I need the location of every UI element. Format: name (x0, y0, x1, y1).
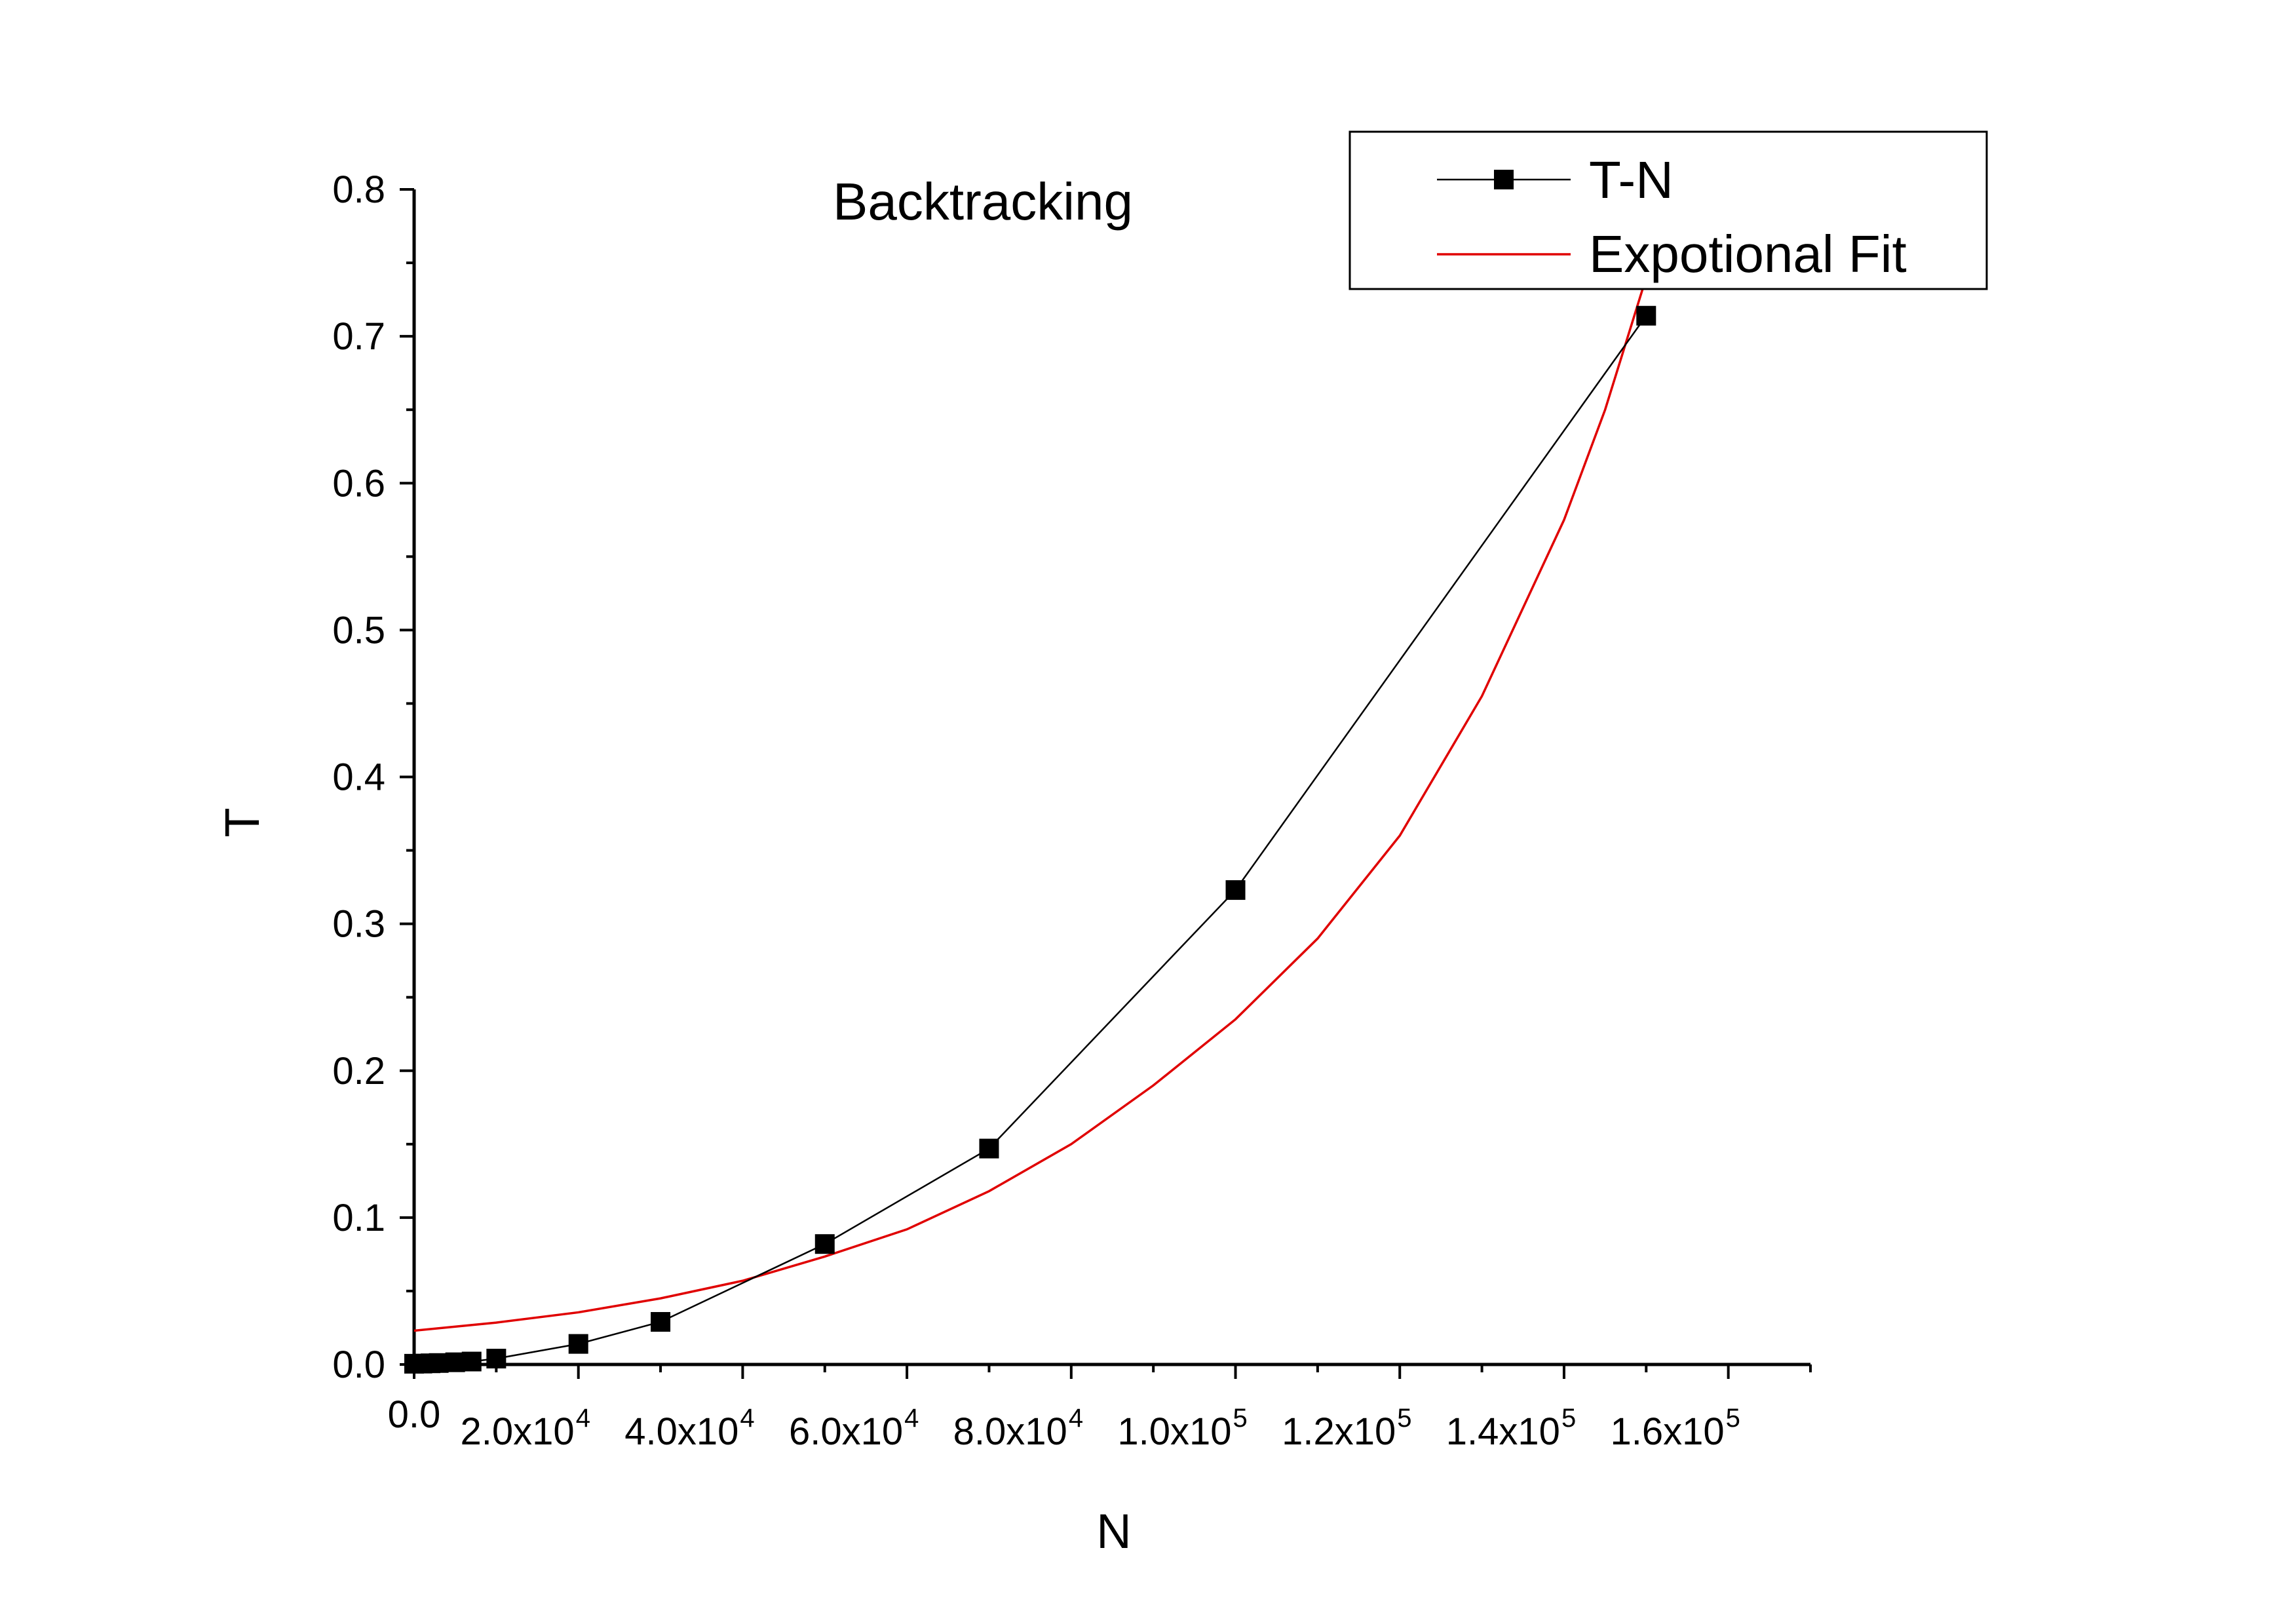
axes: 0.00.10.20.30.40.50.60.70.80.0 2.0x10 4 4.0… (332, 168, 1812, 1453)
tn-point (814, 1234, 835, 1254)
chart-title: Backtracking (833, 172, 1133, 231)
y-tick-label: 0.1 (332, 1197, 385, 1239)
tn-point (445, 1352, 465, 1372)
x-tick-label: 1.2x10 (1282, 1410, 1396, 1453)
x-tick-label: 1.6x10 (1610, 1410, 1724, 1453)
x-tick-label: 2.0x10 (461, 1410, 575, 1453)
x-tick-label: 0.0 (388, 1393, 441, 1436)
x-tick-label: 4.0x10 (624, 1410, 738, 1453)
y-tick-label: 0.0 (332, 1344, 385, 1386)
tn-point (979, 1138, 999, 1159)
x-tick-exponent: 5 (1726, 1404, 1740, 1433)
x-tick-exponent: 4 (904, 1404, 919, 1433)
x-tick-label: 1.4x10 (1446, 1410, 1560, 1453)
tn-line (413, 315, 1647, 1365)
y-tick-label: 0.6 (332, 462, 385, 505)
x-tick-exponent: 4 (740, 1404, 754, 1433)
tn-point (486, 1349, 507, 1369)
y-tick-label: 0.4 (332, 756, 385, 799)
y-tick-label: 0.3 (332, 903, 385, 946)
tn-point (1225, 880, 1246, 900)
x-axis-title: N (1096, 1504, 1131, 1558)
y-tick-label: 0.7 (332, 315, 385, 358)
x-tick-exponent: 4 (576, 1404, 590, 1433)
series-layer (404, 277, 1656, 1374)
x-tick-exponent: 5 (1233, 1404, 1248, 1433)
legend-fit-label: Expotional Fit (1589, 225, 1907, 283)
tn-point (651, 1312, 671, 1332)
x-tick-exponent: 4 (1069, 1404, 1083, 1433)
tn-point (568, 1334, 588, 1354)
tn-point (429, 1353, 449, 1373)
x-tick-label: 8.0x10 (953, 1410, 1067, 1453)
x-tick-label: 1.0x10 (1117, 1410, 1231, 1453)
tn-point (1636, 305, 1656, 326)
legend-box (1349, 130, 1988, 290)
fit-curve (413, 277, 1647, 1332)
legend: T-N Expotional Fit (1349, 130, 1988, 290)
legend-tn-label: T-N (1589, 151, 1674, 209)
legend-tn-marker (1494, 170, 1514, 189)
x-tick-label: 6.0x10 (789, 1410, 903, 1453)
y-tick-label: 0.5 (332, 609, 385, 651)
tn-point (461, 1351, 482, 1372)
y-tick-label: 0.8 (332, 168, 385, 211)
x-tick-exponent: 5 (1397, 1404, 1411, 1433)
x-tick-exponent: 5 (1561, 1404, 1576, 1433)
y-tick-label: 0.2 (332, 1050, 385, 1092)
y-axis-title: T (215, 807, 269, 837)
